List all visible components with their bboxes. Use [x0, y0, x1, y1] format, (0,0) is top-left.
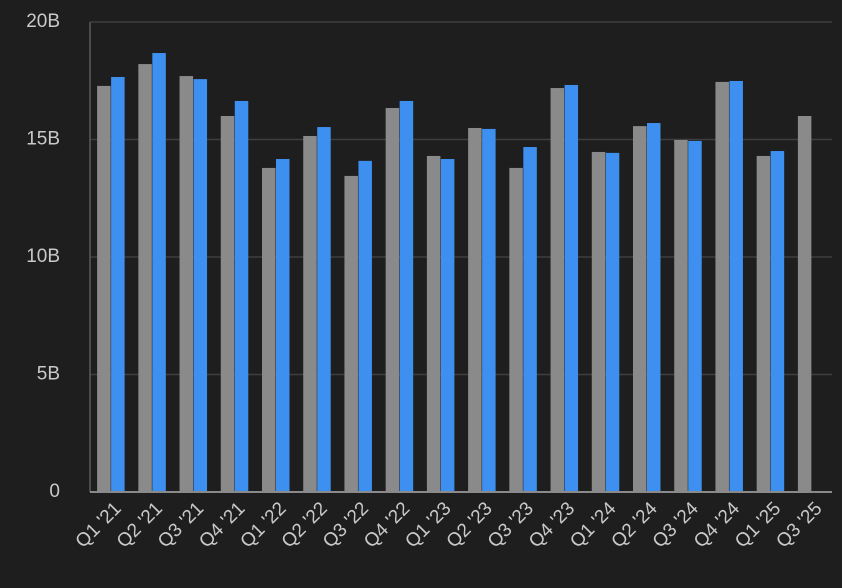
y-tick-label: 5B — [37, 364, 60, 385]
bar — [262, 167, 276, 492]
bar — [715, 81, 729, 493]
bar — [482, 128, 496, 493]
bar — [509, 167, 523, 492]
bar — [426, 155, 441, 492]
bar — [111, 76, 125, 493]
bar — [550, 88, 565, 492]
bar — [647, 123, 661, 493]
x-tick-label: Q2 '22 — [278, 498, 332, 552]
bar — [317, 127, 331, 493]
bar — [756, 155, 771, 492]
bar — [633, 126, 647, 492]
bar — [385, 108, 400, 492]
bar — [440, 159, 455, 492]
bar — [358, 160, 372, 492]
bar — [220, 116, 235, 492]
x-tick-label: Q1 '22 — [237, 498, 291, 552]
bar — [564, 84, 579, 492]
bar — [234, 100, 249, 493]
x-tick-label: Q1 '25 — [731, 498, 785, 552]
x-tick-label: Q4 '23 — [525, 498, 579, 552]
x-tick-label: Q2 '24 — [608, 498, 662, 552]
bar — [729, 80, 743, 493]
bar — [344, 175, 358, 493]
y-tick-label: 15B — [26, 129, 60, 150]
x-tick-label: Q4 '24 — [690, 498, 744, 552]
bar — [399, 100, 414, 493]
bar — [276, 159, 290, 492]
bar — [591, 151, 606, 492]
y-tick-label: 0 — [49, 481, 60, 502]
bar — [138, 64, 152, 492]
bar — [674, 139, 688, 492]
x-tick-label: Q3 '25 — [772, 498, 826, 552]
x-tick-label: Q2 '21 — [113, 498, 167, 552]
x-tick-label: Q1 '23 — [401, 498, 455, 552]
y-tick-label: 10B — [26, 246, 60, 267]
y-tick-label: 20B — [26, 11, 60, 32]
x-tick-label: Q3 '22 — [319, 498, 373, 552]
x-tick-label: Q1 '24 — [566, 498, 620, 552]
bar — [770, 151, 785, 492]
bar — [797, 116, 812, 492]
x-tick-label: Q1 '21 — [72, 498, 126, 552]
bar — [523, 147, 537, 492]
x-tick-label: Q3 '24 — [649, 498, 703, 552]
x-tick-label: Q3 '23 — [484, 498, 538, 552]
x-tick-label: Q3 '21 — [154, 498, 208, 552]
bar — [179, 76, 194, 493]
x-tick-label: Q2 '23 — [443, 498, 497, 552]
bar — [193, 79, 208, 492]
bar — [605, 152, 620, 492]
bar — [303, 135, 317, 492]
bar — [152, 53, 166, 493]
x-tick-label: Q4 '22 — [360, 498, 414, 552]
bar — [688, 140, 702, 492]
x-tick-label: Q4 '21 — [195, 498, 249, 552]
bar — [97, 85, 111, 493]
bar — [468, 127, 482, 493]
